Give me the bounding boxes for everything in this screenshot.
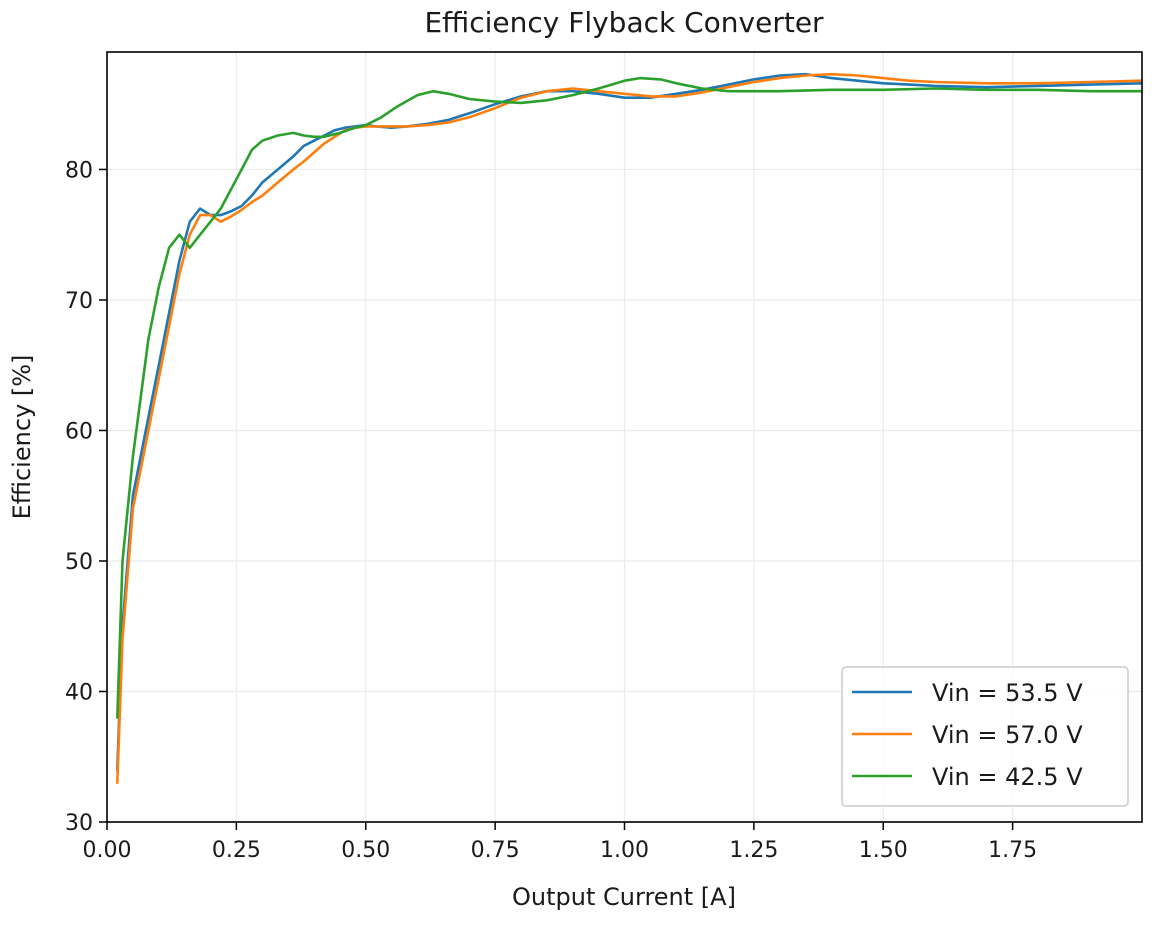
- x-tick-label: 0.00: [83, 838, 132, 863]
- y-tick-label: 40: [65, 680, 93, 705]
- legend-label: Vin = 53.5 V: [932, 679, 1083, 707]
- x-tick-label: 1.75: [988, 838, 1037, 863]
- series-line-2: [116, 72, 1142, 785]
- series-lines: [116, 72, 1142, 785]
- legend: Vin = 53.5 V Vin = 57.0 V Vin = 42.5 V: [841, 666, 1129, 807]
- axis-ticks: 0.00 0.25 0.50 0.75 1.00 1.25 1.50 1.75 30 40 50 60…: [65, 158, 1037, 863]
- x-tick-label: 1.00: [600, 838, 649, 863]
- x-tick-label: 0.50: [341, 838, 390, 863]
- y-tick-label: 60: [65, 419, 93, 444]
- y-tick-label: 30: [65, 811, 93, 836]
- x-tick-label: 1.50: [859, 838, 908, 863]
- legend-label: Vin = 42.5 V: [932, 763, 1083, 791]
- chart-title: Efficiency Flyback Converter: [424, 6, 824, 39]
- x-tick-label: 0.25: [212, 838, 261, 863]
- y-tick-label: 70: [65, 289, 93, 314]
- x-axis-label: Output Current [A]: [512, 883, 736, 911]
- legend-box: [841, 666, 1129, 807]
- y-tick-label: 80: [65, 158, 93, 183]
- x-tick-label: 1.25: [729, 838, 778, 863]
- y-axis-label: Efficiency [%]: [8, 355, 36, 520]
- series-line-3: [116, 76, 1142, 719]
- legend-label: Vin = 57.0 V: [932, 721, 1083, 749]
- y-tick-label: 50: [65, 550, 93, 575]
- x-tick-label: 0.75: [471, 838, 520, 863]
